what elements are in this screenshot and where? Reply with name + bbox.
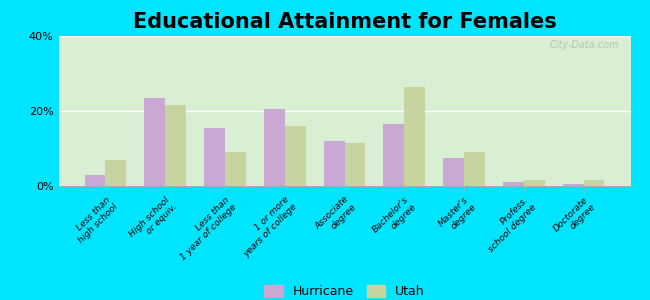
Bar (144, 98, 165, 186)
Bar (404, 87, 425, 186)
Bar (285, 126, 306, 186)
Bar (264, 109, 285, 186)
Bar (84, 175, 105, 186)
Text: City-Data.com: City-Data.com (549, 40, 619, 50)
Bar (105, 160, 126, 186)
Bar (443, 158, 464, 186)
Bar (225, 152, 246, 186)
Bar (384, 124, 404, 186)
Bar (503, 182, 524, 186)
Bar (464, 152, 485, 186)
Legend: Hurricane, Utah: Hurricane, Utah (264, 285, 425, 298)
Title: Educational Attainment for Females: Educational Attainment for Females (133, 12, 556, 32)
Bar (563, 184, 584, 186)
Bar (344, 143, 365, 186)
Bar (524, 180, 545, 186)
Bar (324, 141, 344, 186)
Bar (584, 180, 605, 186)
Bar (165, 105, 186, 186)
Bar (204, 128, 225, 186)
